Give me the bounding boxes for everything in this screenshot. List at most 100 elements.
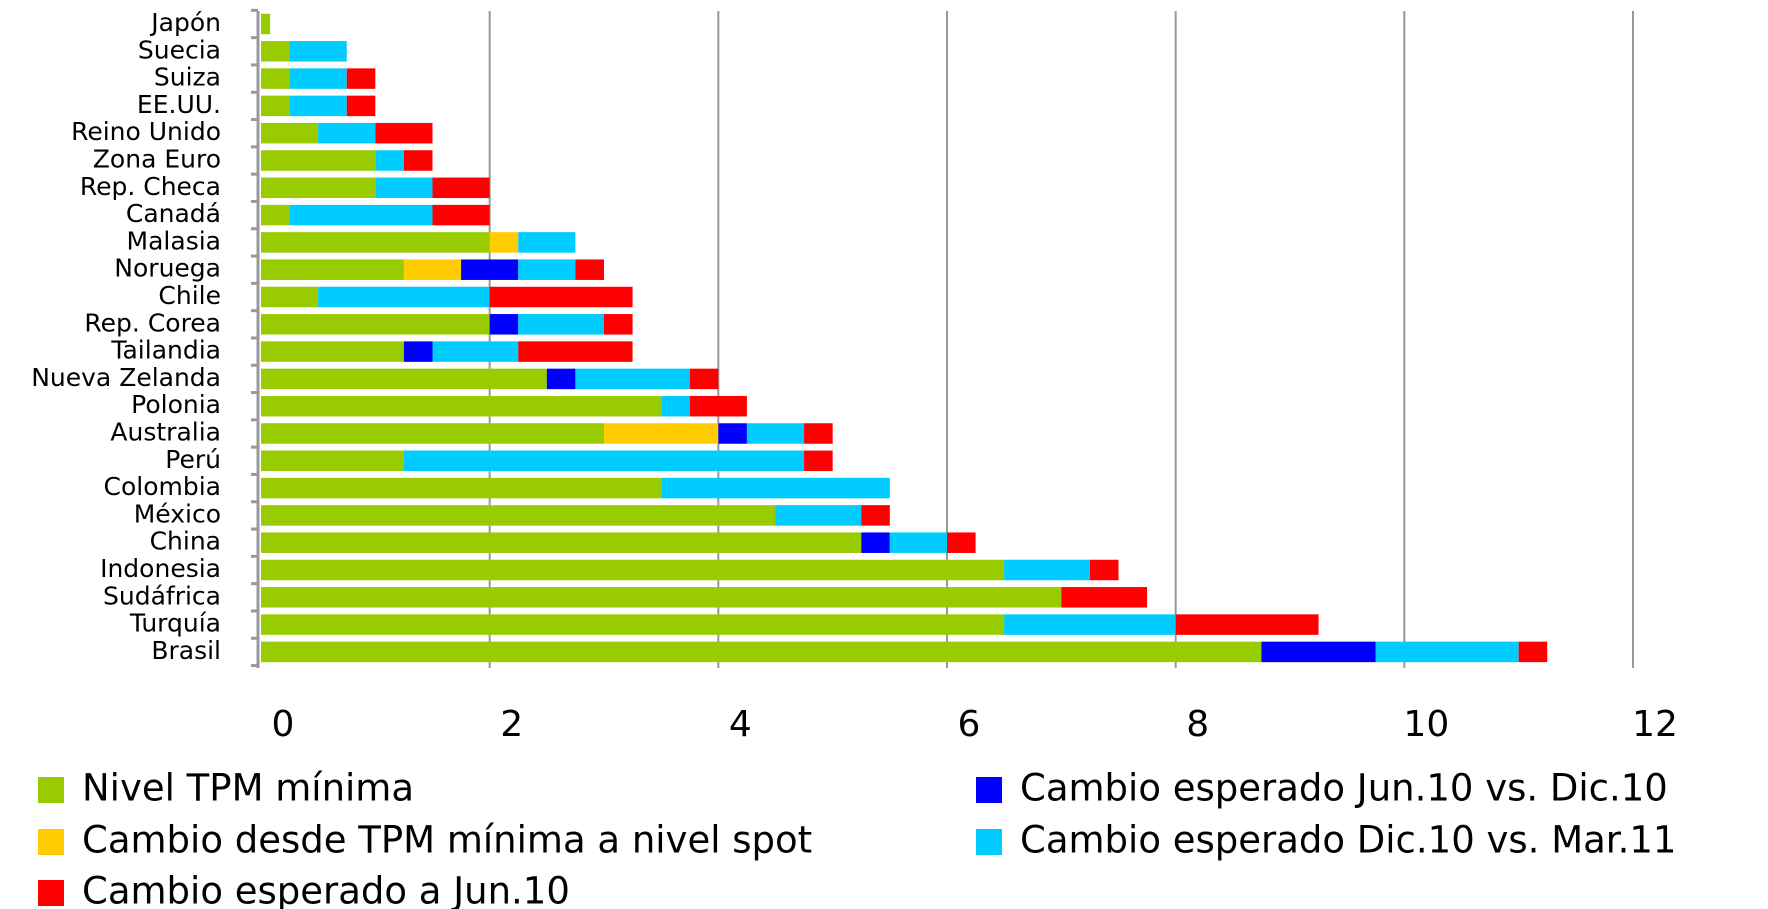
bar-segment (661, 477, 890, 499)
bar-segment (261, 68, 290, 89)
bar-segment (261, 641, 1262, 663)
bar-segment (403, 450, 805, 472)
legend-swatch (976, 829, 1002, 855)
bar-segment (518, 232, 576, 253)
y-tick-label: Turquía (129, 609, 221, 638)
bar-segment (604, 423, 719, 444)
x-tick-label: 2 (500, 704, 523, 745)
y-tick-label: Colombia (104, 472, 221, 501)
legend-label: Cambio desde TPM mínima a nivel spot (82, 819, 812, 862)
bar-segment (261, 423, 604, 444)
bar-segment (889, 532, 947, 553)
bar-segment (261, 614, 1005, 635)
bar-segment (1175, 614, 1319, 635)
y-tick-label: Australia (110, 418, 221, 447)
y-tick-label: Rep. Checa (80, 172, 221, 201)
legend-swatch (38, 880, 64, 906)
legend-swatch (38, 829, 64, 855)
y-tick-label: Reino Unido (71, 117, 221, 146)
y-tick-label: Japón (149, 8, 221, 37)
bar-segment (261, 41, 290, 62)
bar-segment (261, 177, 376, 199)
bar-segment (261, 204, 290, 226)
bar-segment (746, 423, 805, 444)
y-tick-label: México (134, 499, 221, 528)
y-tick-label: Noruega (114, 254, 221, 283)
bar-segment (261, 395, 662, 417)
x-tick-label: 6 (958, 704, 981, 745)
bar-segment (261, 13, 271, 35)
bar-segment (261, 587, 1062, 608)
x-tick-label: 4 (729, 704, 752, 745)
bar-segment (375, 122, 433, 144)
y-tick-label: Sudáfrica (103, 581, 221, 610)
bar-segment (289, 41, 347, 62)
bar-segment (261, 122, 319, 144)
bar-segment (661, 395, 690, 417)
bar-segment (575, 368, 690, 390)
y-tick-label: Suiza (154, 63, 221, 92)
bar-segment (432, 177, 490, 199)
bar-segment (804, 450, 833, 472)
y-tick-label: Brasil (151, 636, 221, 665)
x-tick-label: 10 (1403, 704, 1449, 745)
bar-segment (403, 341, 433, 362)
bar-segment (261, 559, 1005, 581)
bar-segment (261, 368, 547, 390)
bar-segment (1261, 641, 1376, 663)
bar-segment (1004, 614, 1176, 635)
bar-segment (1004, 559, 1090, 581)
bar-segment (403, 259, 462, 280)
bar-segment (346, 68, 376, 89)
y-tick-label: Chile (158, 281, 221, 310)
bar-segment (261, 259, 404, 280)
y-tick-label: China (150, 527, 221, 556)
bar-segment (718, 423, 747, 444)
bar-segment (403, 150, 433, 171)
bar-segment (318, 286, 490, 308)
bar-segment (261, 341, 404, 362)
bar-segment (261, 232, 490, 253)
bar-segment (518, 314, 604, 335)
y-tick-label: Tailandia (110, 336, 221, 365)
bar-segment (489, 286, 633, 308)
bar-segment (261, 505, 776, 526)
bar-segment (1089, 559, 1119, 581)
bar-segment (432, 204, 490, 226)
bar-segment (261, 314, 490, 335)
bar-segment (861, 532, 890, 553)
bar-segment (489, 314, 519, 335)
bar-segment (1375, 641, 1519, 663)
bar-segment (289, 204, 433, 226)
bar-segment (861, 505, 890, 526)
y-tick-label: Polonia (131, 390, 221, 419)
bar-segment (461, 259, 519, 280)
bar-segment (432, 341, 519, 362)
legend-label: Cambio esperado Jun.10 vs. Dic.10 (1020, 767, 1668, 810)
y-tick-label: EE.UU. (137, 90, 221, 119)
legend-label: Cambio esperado Dic.10 vs. Mar.11 (1020, 819, 1676, 862)
y-tick-label: Zona Euro (93, 145, 221, 174)
bar-segment (518, 259, 576, 280)
legend-swatch (976, 777, 1002, 803)
x-tick-label: 12 (1632, 704, 1678, 745)
bar-segment (1061, 587, 1148, 608)
y-tick-label: Suecia (138, 35, 221, 64)
bar-segment (289, 68, 347, 89)
bar-segment (546, 368, 576, 390)
bar-segment (261, 477, 662, 499)
y-tick-label: Canadá (126, 199, 221, 228)
bar-segment (375, 150, 404, 171)
bar-segment (804, 423, 833, 444)
bar-segment (318, 122, 376, 144)
bar-segment (346, 95, 376, 117)
y-tick-label: Perú (165, 445, 221, 474)
bar-segment (289, 95, 347, 117)
legend-swatch (38, 777, 64, 803)
bar-segment (775, 505, 862, 526)
bar-segment (518, 341, 633, 362)
y-tick-label: Malasia (127, 226, 221, 255)
bar-segment (261, 286, 319, 308)
bar-segment (604, 314, 633, 335)
